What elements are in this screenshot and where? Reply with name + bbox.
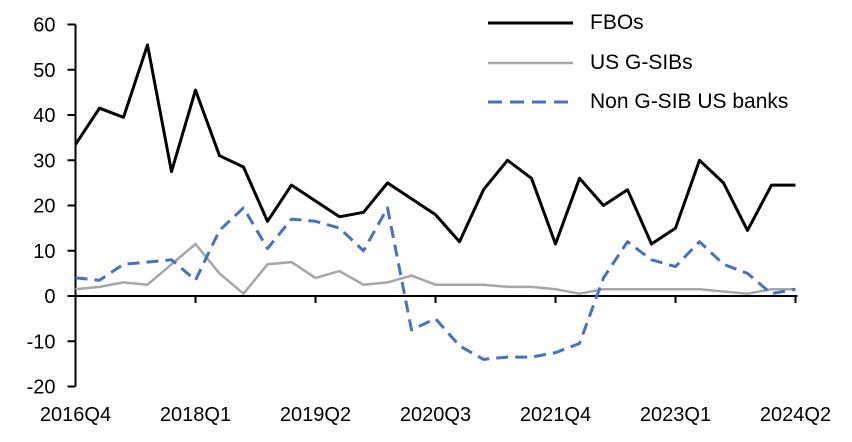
x-axis-tick-label: 2023Q1: [640, 404, 711, 426]
y-axis-tick-label: 10: [33, 241, 55, 263]
legend-label-us-gsibs: US G-SIBs: [590, 51, 693, 74]
legend-label-non-gsib: Non G-SIB US banks: [590, 90, 789, 113]
series-line-fbos: [74, 43, 796, 246]
y-axis-tick-label: 60: [33, 15, 55, 37]
y-axis-tick-label: -20: [27, 377, 56, 399]
y-axis-tick-label: 20: [33, 196, 55, 218]
y-axis-tick-label: 30: [33, 150, 55, 172]
y-axis-tick-label: 0: [44, 286, 55, 308]
x-axis-tick-label: 2020Q3: [400, 404, 471, 426]
legend-label-fbos: FBOs: [590, 11, 644, 34]
x-axis-tick-label: 2019Q2: [280, 404, 351, 426]
legend-item-non-gsib: Non G-SIB US banks: [488, 90, 788, 114]
series-line-non-g-sib-us-banks: [75, 206, 796, 361]
x-axis-tick-label: 2024Q2: [760, 404, 831, 426]
legend-item-us-gsibs: US G-SIBs: [488, 51, 693, 75]
x-axis-tick-label: 2016Q4: [40, 404, 111, 426]
non-gsib-line-sample-icon: [488, 100, 573, 104]
y-axis-tick-label: 40: [33, 105, 55, 127]
series-line-us-g-sibs: [75, 242, 796, 295]
us-gsibs-line-sample-icon: [488, 61, 573, 65]
fbos-line-sample-icon: [488, 21, 573, 25]
y-axis-tick-label: 50: [33, 60, 55, 82]
y-axis-tick-label: -10: [27, 331, 56, 353]
legend-item-fbos: FBOs: [488, 11, 644, 35]
x-axis-tick-label: 2021Q4: [520, 404, 591, 426]
x-axis-tick-label: 2018Q1: [160, 404, 231, 426]
